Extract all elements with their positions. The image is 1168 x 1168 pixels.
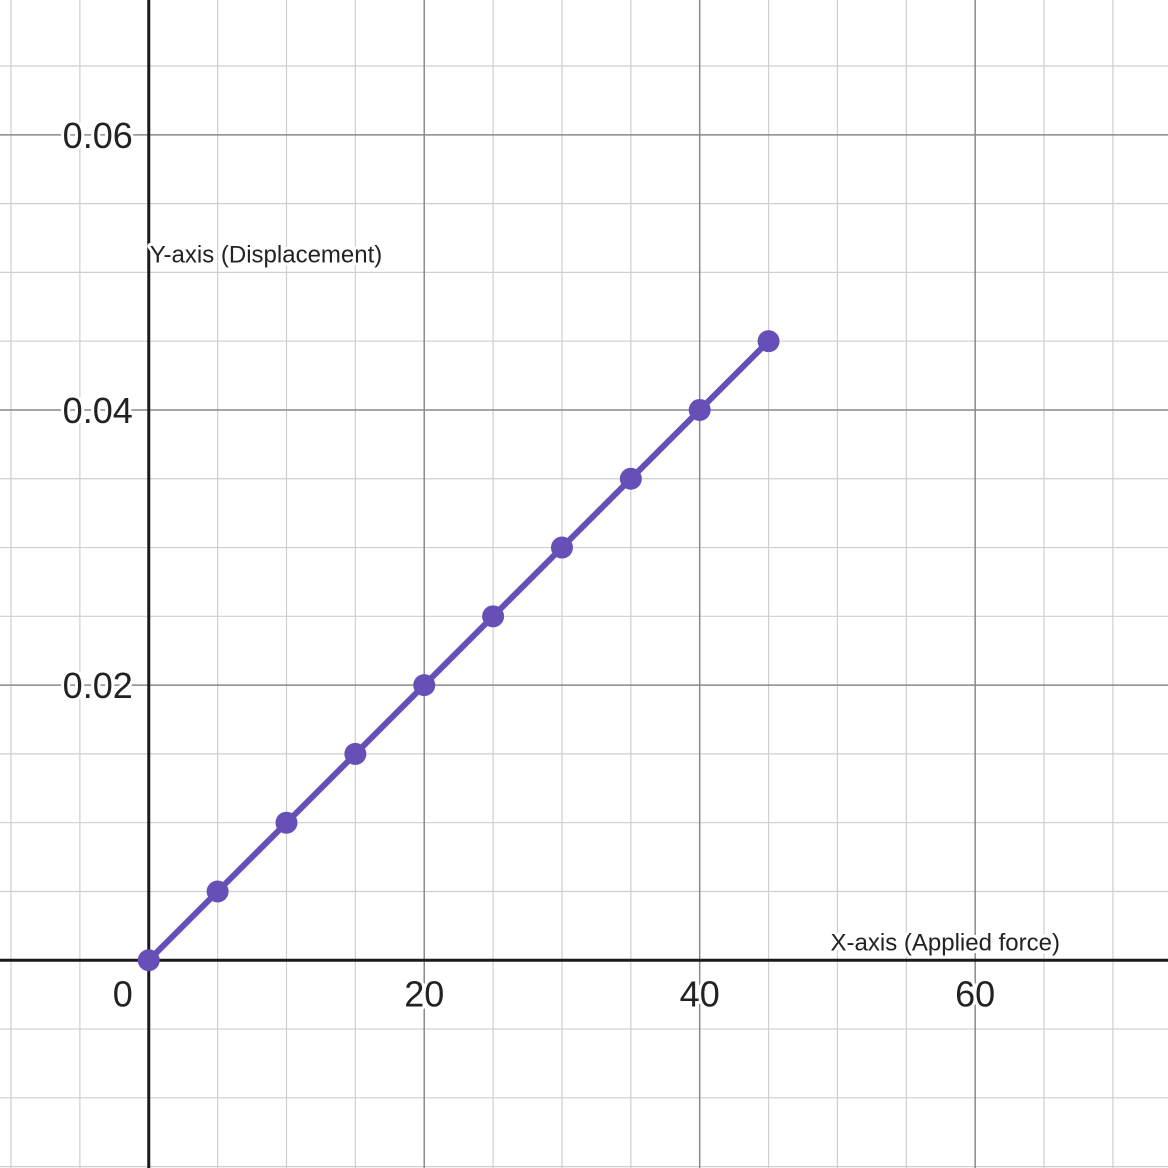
data-point: [413, 674, 436, 697]
data-point: [550, 536, 573, 559]
y-tick-label: 0.04: [63, 390, 133, 431]
data-point: [757, 330, 780, 353]
x-axis-label: X-axis (Applied force): [831, 929, 1060, 956]
y-tick-label: 0.06: [63, 115, 133, 156]
data-point: [688, 398, 711, 421]
data-point: [137, 949, 160, 972]
x-tick-label: 0: [113, 973, 133, 1014]
x-tick-label: 40: [680, 973, 720, 1014]
series-line: [145, 338, 772, 964]
x-tick-label: 60: [955, 973, 995, 1014]
tick-labels: 0 20 40 60 0.02 0.04 0.06: [60, 112, 999, 1017]
x-tick-label: 20: [404, 973, 444, 1014]
data-point: [619, 467, 642, 490]
y-axis-label: Y-axis (Displacement): [150, 242, 383, 269]
data-point: [206, 880, 229, 903]
data-point: [482, 605, 505, 628]
data-series: [137, 330, 780, 972]
y-tick-label: 0.02: [63, 665, 133, 706]
data-point: [344, 742, 367, 765]
data-point: [275, 811, 298, 834]
